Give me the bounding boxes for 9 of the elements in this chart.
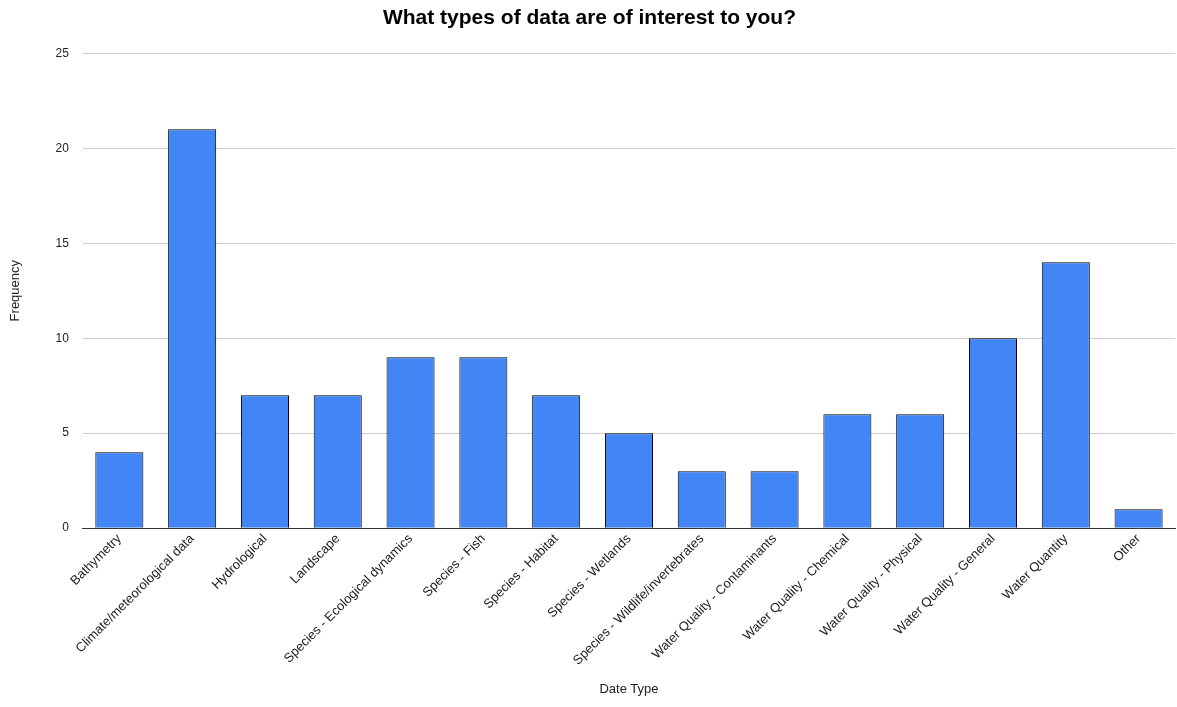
y-tick-label: 20	[55, 140, 70, 155]
y-tick-label: 25	[55, 45, 70, 60]
x-axis-title: Date Type	[599, 680, 659, 696]
y-tick-label: 10	[55, 330, 70, 345]
y-axis-title: Frequency	[7, 259, 23, 322]
y-tick-label: 0	[62, 520, 70, 535]
y-tick-label: 5	[62, 425, 70, 440]
y-tick-label: 15	[55, 235, 70, 250]
chart-title: What types of data are of interest to you?	[382, 5, 797, 29]
